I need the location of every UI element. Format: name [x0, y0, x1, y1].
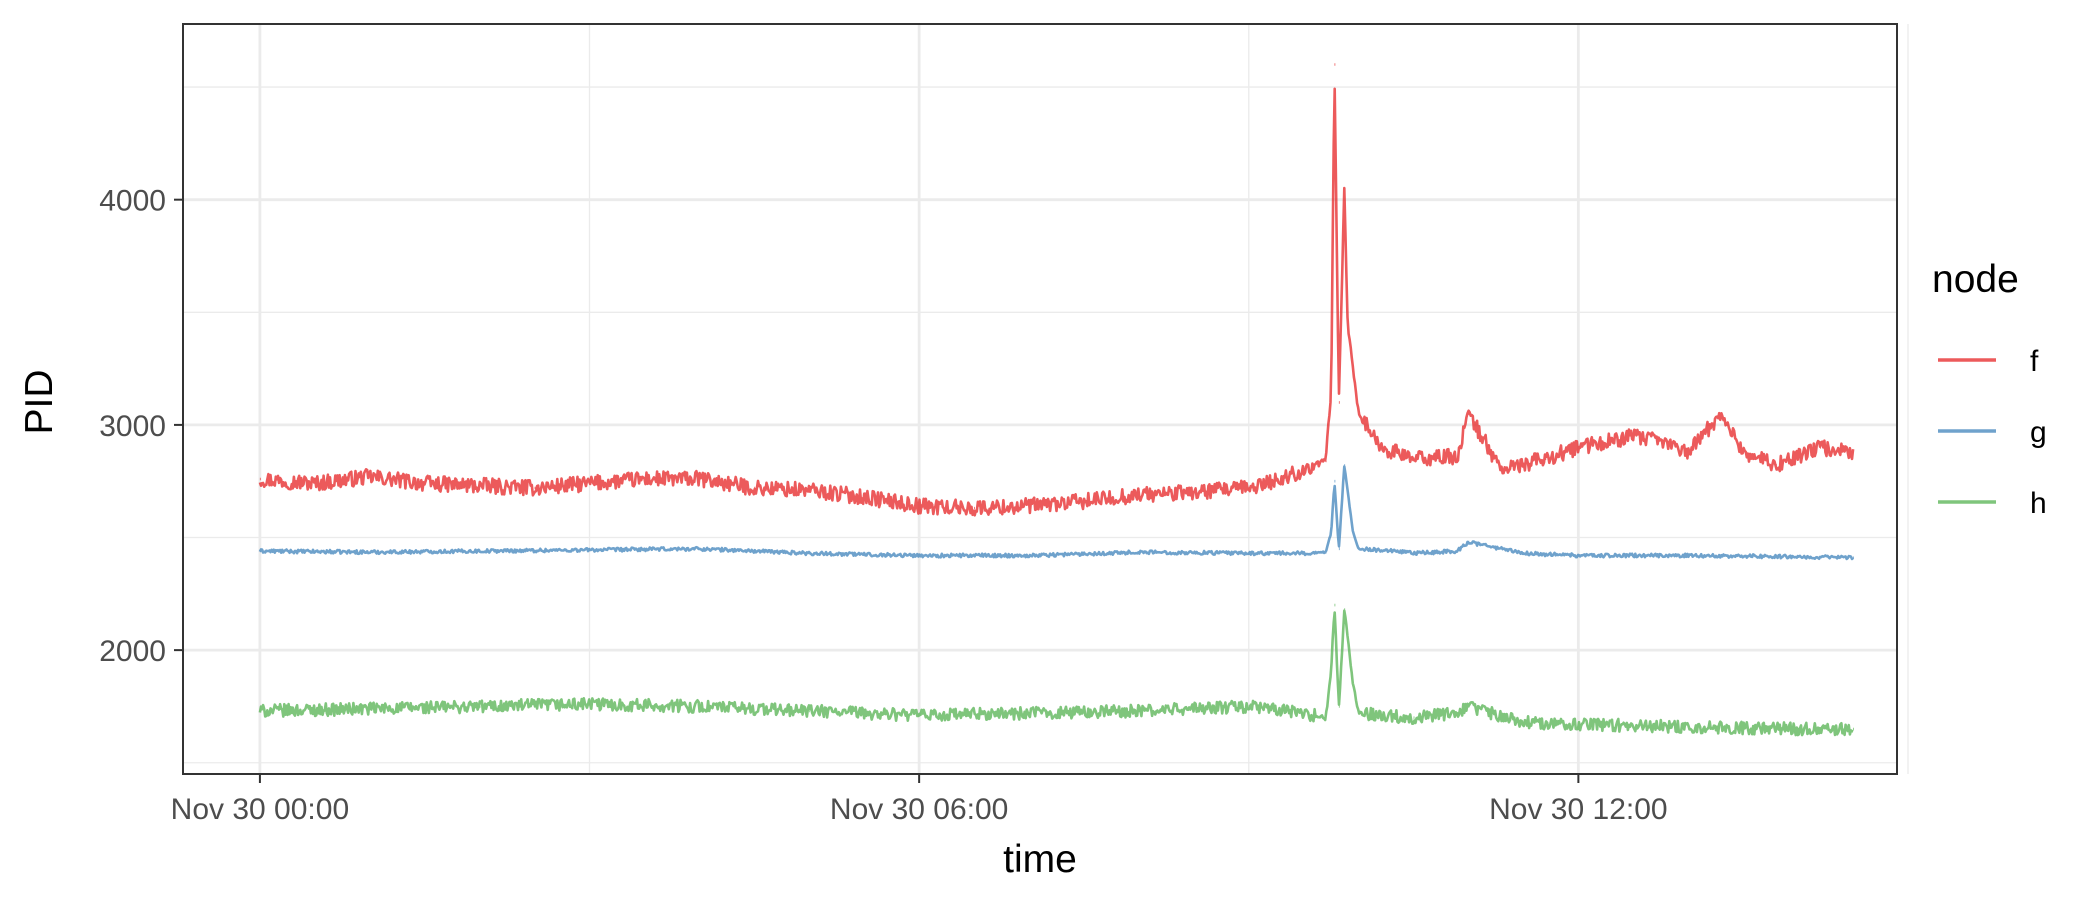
legend-title: node [1932, 258, 2019, 301]
series-line-g [258, 464, 1855, 561]
legend: node f g h [1932, 258, 2047, 520]
x-tick-label-1: Nov 30 06:00 [830, 793, 1008, 826]
plot-panel-border [182, 23, 1898, 775]
legend-entries: f g h [1938, 345, 2047, 520]
x-axis-title: time [1003, 838, 1077, 881]
x-tick-label-0: Nov 30 00:00 [171, 793, 349, 826]
series-lines [258, 63, 1855, 737]
legend-label-h: h [2030, 487, 2047, 520]
series-line-f [258, 63, 1855, 517]
major-gridlines [183, 24, 1897, 774]
legend-label-f: f [2030, 345, 2039, 378]
series-line-h [258, 603, 1854, 737]
axis-ticks [174, 198, 1580, 783]
legend-label-g: g [2030, 416, 2047, 449]
y-tick-label-2: 4000 [99, 185, 166, 218]
x-tick-labels: Nov 30 00:00 Nov 30 06:00 Nov 30 12:00 [171, 793, 1668, 826]
y-tick-label-0: 2000 [99, 635, 166, 668]
y-axis-title: PID [18, 369, 61, 434]
y-tick-labels: 2000 3000 4000 [99, 185, 166, 668]
x-tick-label-2: Nov 30 12:00 [1489, 793, 1667, 826]
y-tick-label-1: 3000 [99, 410, 166, 443]
minor-gridlines [183, 24, 1909, 774]
